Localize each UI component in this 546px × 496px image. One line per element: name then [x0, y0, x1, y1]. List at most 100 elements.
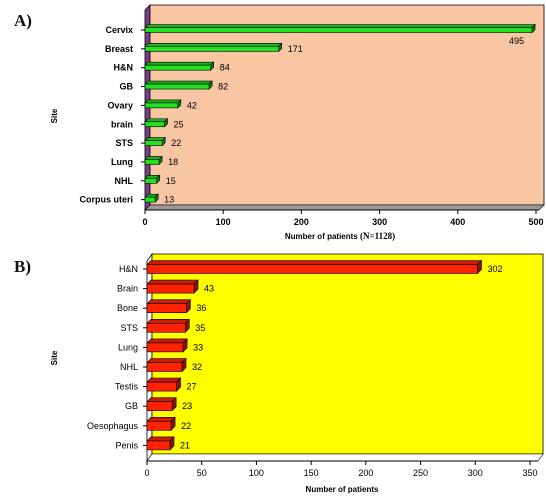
panel-a-bar — [144, 64, 211, 71]
panel-a-category-label: STS — [115, 138, 133, 148]
panel-b-bar-top — [146, 397, 177, 403]
panel-b-bar — [146, 342, 184, 353]
panel-b-bar-top — [146, 416, 176, 422]
panel-a-category-label: Ovary — [107, 100, 133, 110]
panel-a-category-label: Cervix — [105, 25, 133, 35]
panel-b-category-label: NHL — [120, 362, 138, 372]
panel-a-bar-top — [144, 99, 182, 104]
panel-b-category-label: Brain — [117, 284, 138, 294]
panel-b-category-label: Bone — [117, 303, 138, 313]
panel-b-category-label: STS — [120, 323, 138, 333]
panel-b-x-tick-label: 350 — [522, 468, 537, 478]
panel-a-bar — [144, 102, 179, 109]
panel-b-bar-top — [146, 436, 175, 442]
panel-a-x-tick-label: 100 — [216, 217, 231, 227]
panel-b-value-label: 43 — [204, 284, 214, 294]
panel-a-bar-top — [144, 43, 283, 47]
panel-b-value-label: 32 — [192, 362, 202, 372]
panel-b-bar-top — [146, 377, 182, 383]
panel-a-category-label: GB — [120, 82, 134, 92]
panel-a-value-label: 495 — [509, 36, 524, 46]
panel-a-bar — [144, 178, 158, 184]
panel-a-x-tick-label: 200 — [294, 217, 309, 227]
panel-a-value-label: 42 — [187, 100, 197, 110]
panel-b-bar — [146, 381, 177, 392]
panel-b-bar-top — [146, 260, 483, 265]
panel-b-marks: 0 50 100 150 200 250 300 350 H&N 302 Brain 43 Bone 36… — [87, 259, 538, 478]
panel-b-value-label: 35 — [195, 323, 205, 333]
panel-b-value-label: 27 — [187, 382, 197, 392]
panel-a-bar-top — [144, 118, 169, 123]
panel-b-value-label: 21 — [180, 440, 190, 450]
panel-a-value-label: 18 — [168, 157, 178, 167]
panel-b-x-tick-label: 250 — [413, 468, 428, 478]
panel-b-value-label: 33 — [193, 342, 203, 352]
panel-b-x-tick-label: 200 — [358, 468, 373, 478]
panel-b-bar — [146, 264, 478, 274]
panel-b-value-label: 22 — [181, 421, 191, 431]
panel-b-x-tick-label: 300 — [468, 468, 483, 478]
panel-a-y-axis-title: Site — [50, 108, 59, 123]
panel-b-value-label: 36 — [196, 303, 206, 313]
panel-a-x-tick-label: 300 — [372, 217, 387, 227]
panel-b-bar-top — [146, 279, 199, 285]
panel-a-category-label: Lung — [111, 157, 133, 167]
panel-b-x-tick-label: 50 — [197, 468, 207, 478]
panel-b-category-label: Lung — [118, 342, 138, 352]
panel-a-chart: A) 0 100 200 300 400 500 Cervix 495 Breast 171 H&N… — [14, 4, 545, 241]
panel-a-x-axis-title: Number of patients (N=1128) — [285, 231, 395, 241]
panel-b-category-label: Penis — [115, 440, 138, 450]
panel-b-x-axis-title: Number of patients — [306, 485, 379, 494]
panel-b-x-tick-label: 0 — [144, 468, 149, 478]
panel-a-x-tick-label: 400 — [450, 217, 465, 227]
panel-b-bar — [146, 362, 183, 372]
panel-a-bar — [144, 83, 210, 90]
panel-a-value-label: 25 — [174, 119, 184, 129]
panel-a-x-tick-label: 500 — [528, 217, 543, 227]
panel-b-bar-top — [146, 318, 191, 324]
panel-a-marks: 0 100 200 300 400 500 Cervix 495 Breast 171 H&N 84 G… — [79, 23, 544, 227]
panel-b-bar — [146, 322, 186, 333]
panel-b-chart: B) 0 50 100 150 200 250 300 350 H&N 302 Brain 43 Bon… — [14, 252, 544, 494]
panel-a-bar — [144, 46, 280, 52]
panel-b-bar — [146, 401, 173, 412]
panel-a-value-label: 22 — [171, 138, 181, 148]
panel-a-bar-top — [144, 80, 213, 85]
panel-b-bar-top — [146, 358, 187, 363]
panel-b-bar — [146, 420, 172, 431]
panel-a-bar-top — [144, 61, 215, 66]
panel-b-bar — [146, 303, 187, 314]
panel-a-bar — [144, 121, 165, 128]
panel-b-bar — [146, 440, 171, 451]
panel-a-plot-background — [149, 4, 545, 206]
panel-b-value-label: 23 — [182, 401, 192, 411]
panel-a-category-label: H&N — [114, 63, 134, 73]
panel-a-bar — [144, 196, 156, 203]
panel-b-category-label: Testis — [115, 382, 139, 392]
panel-a-floor — [144, 204, 545, 211]
panel-b-x-tick-label: 100 — [249, 468, 264, 478]
panel-b-bar-top — [146, 299, 192, 305]
panel-b-x-tick-label: 150 — [304, 468, 319, 478]
panel-a-bar-top — [144, 137, 166, 141]
panel-a-value-label: 84 — [220, 63, 230, 73]
panel-b-category-label: H&N — [119, 264, 138, 274]
panel-a-category-label: brain — [111, 119, 133, 129]
panel-b-category-label: GB — [125, 401, 138, 411]
panel-a-bar-top — [144, 24, 536, 28]
panel-b-floor — [146, 453, 544, 462]
panel-a-value-label: 171 — [288, 44, 303, 54]
panel-a-x-tick-label: 0 — [142, 217, 147, 227]
panel-b-letter: B) — [14, 257, 31, 276]
panel-b-bar — [146, 283, 195, 294]
panel-a-category-label: Breast — [105, 44, 133, 54]
panel-a-value-label: 15 — [166, 176, 176, 186]
panel-a-letter: A) — [14, 11, 32, 30]
panel-a-category-label: Corpus uteri — [79, 195, 133, 205]
panel-b-y-axis-title: Site — [50, 350, 59, 365]
panel-a-bar — [144, 140, 163, 146]
panel-a-value-label: 82 — [218, 82, 228, 92]
panel-b-value-label: 302 — [487, 264, 502, 274]
panel-b-bar-top — [146, 338, 188, 344]
